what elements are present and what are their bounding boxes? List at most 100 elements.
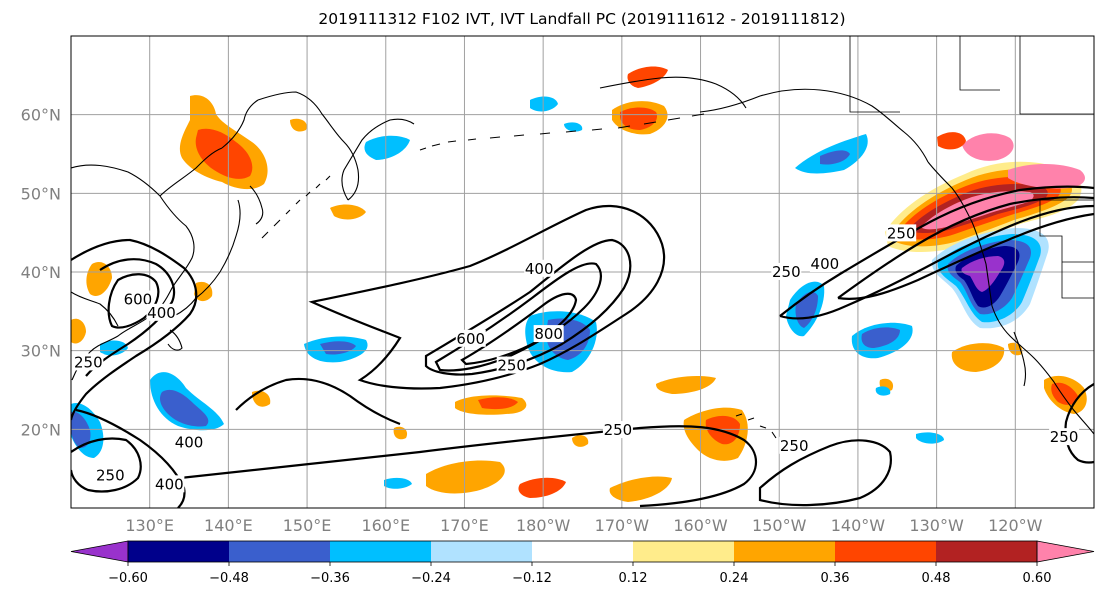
ivt-contour-400 bbox=[424, 238, 632, 376]
lon-tick-label: 160°W bbox=[673, 516, 728, 535]
contour-label-text: 600 bbox=[456, 330, 485, 348]
ivt-contour-800 bbox=[460, 292, 578, 366]
pc-negative-region bbox=[961, 256, 1005, 292]
lat-tick-label: 50°N bbox=[21, 184, 61, 203]
contour-label: 250 bbox=[779, 436, 810, 455]
pc-negative-region bbox=[71, 411, 91, 448]
ivt-contour-250 bbox=[71, 437, 142, 493]
colorbar-extend-high bbox=[1036, 540, 1095, 563]
coastline-asia bbox=[159, 147, 223, 197]
coastline-asia bbox=[71, 291, 119, 327]
colorbar-tick-label: −0.36 bbox=[310, 571, 350, 586]
coastline-hawaii bbox=[735, 413, 777, 439]
coastline-kamchatka bbox=[257, 91, 360, 201]
contour-label-text: 250 bbox=[96, 467, 125, 485]
coastline-kurils bbox=[261, 175, 331, 239]
colorbar-tick-label: 0.12 bbox=[619, 571, 648, 586]
ivt-contour-250 bbox=[71, 238, 198, 421]
ivt-contour-600 bbox=[107, 273, 160, 329]
lon-tick-label: 170°W bbox=[595, 516, 650, 535]
colorbar-tick-label: 0.36 bbox=[821, 571, 850, 586]
pc-positive-region bbox=[962, 133, 1014, 161]
contour-label-backing bbox=[524, 259, 555, 277]
lon-tick-label: 150°E bbox=[283, 516, 332, 535]
pc-negative-region bbox=[320, 341, 356, 355]
border-line bbox=[849, 36, 900, 113]
lon-tick-label: 130°W bbox=[909, 516, 964, 535]
contour-label: 250 bbox=[73, 353, 104, 371]
colorbar-segment bbox=[431, 541, 533, 562]
contour-label-text: 250 bbox=[780, 437, 809, 455]
contour-label: 600 bbox=[122, 290, 153, 308]
lon-tick-label: 170°E bbox=[440, 516, 489, 535]
contour-label-backing bbox=[809, 255, 840, 273]
contour-label-text: 250 bbox=[772, 263, 801, 281]
contour-label: 600 bbox=[455, 329, 486, 348]
colorbar-segment bbox=[330, 541, 432, 562]
contour-label-backing bbox=[154, 475, 185, 493]
coastline-alaska bbox=[599, 76, 747, 109]
lat-tick-label: 30°N bbox=[21, 342, 61, 361]
colorbar-segment bbox=[835, 541, 937, 562]
contour-label: 800 bbox=[533, 325, 564, 343]
coastline-japan bbox=[173, 199, 241, 317]
colorbar-tick-label: 0.48 bbox=[922, 571, 951, 586]
map-frame bbox=[70, 35, 1095, 509]
pc-positive-region bbox=[1008, 164, 1085, 189]
contour-label: 250 bbox=[1049, 428, 1080, 446]
ivt-contour-400 bbox=[85, 258, 176, 377]
pc-negative-region bbox=[861, 327, 900, 348]
contour-label: 250 bbox=[496, 356, 527, 375]
contour-label: 400 bbox=[524, 259, 555, 278]
pc-negative-region bbox=[530, 96, 558, 112]
lon-tick-label: 140°W bbox=[831, 516, 886, 535]
colorbar-tick-label: −0.24 bbox=[411, 571, 451, 586]
contour-label-backing bbox=[174, 433, 205, 451]
coastline-na bbox=[1013, 331, 1027, 387]
contour-label-backing bbox=[73, 353, 104, 371]
pc-positive-region bbox=[290, 118, 307, 132]
pc-positive-region bbox=[393, 426, 408, 440]
lon-tick-label: 160°E bbox=[361, 516, 410, 535]
contour-label-text: 250 bbox=[1050, 428, 1079, 446]
pc-negative-region bbox=[564, 122, 583, 132]
colorbar: −0.60 −0.48 −0.36 −0.24 −0.12 0.12 0.24 0.36 0.4… bbox=[70, 540, 1095, 586]
coastline-aleutians bbox=[419, 113, 705, 151]
ivt-contour-400 bbox=[837, 212, 1094, 300]
ivt-contours bbox=[71, 185, 1094, 508]
contour-label-text: 400 bbox=[525, 260, 554, 278]
lat-tick-label: 20°N bbox=[21, 420, 61, 439]
pc-positive-region bbox=[572, 435, 589, 447]
pc-positive-region bbox=[620, 107, 658, 130]
contour-label-text: 250 bbox=[887, 224, 916, 242]
contour-label-text: 400 bbox=[147, 304, 176, 322]
lon-tick-label: 180°W bbox=[516, 516, 571, 535]
coastline-japan bbox=[249, 185, 264, 225]
contour-label-backing bbox=[455, 329, 486, 347]
coastline-alaska bbox=[699, 88, 929, 163]
pc-positive-region bbox=[195, 128, 253, 179]
border-line bbox=[1039, 200, 1094, 299]
coastline-asia bbox=[71, 164, 195, 381]
contour-label-backing bbox=[122, 290, 153, 308]
lat-tick-label: 40°N bbox=[21, 263, 61, 282]
ivt-contour-400 bbox=[75, 408, 186, 508]
contour-label-text: 400 bbox=[175, 434, 204, 452]
colorbar-tick-label: −0.60 bbox=[108, 571, 148, 586]
contour-label-backing bbox=[771, 262, 802, 280]
pc-positive-region bbox=[71, 318, 86, 344]
lon-tick-label: 150°W bbox=[752, 516, 807, 535]
contour-label-text: 250 bbox=[497, 357, 526, 375]
pc-negative-region bbox=[820, 150, 850, 165]
figure-title: 2019111312 F102 IVT, IVT Landfall PC (20… bbox=[318, 10, 845, 28]
contour-label: 400 bbox=[146, 303, 177, 322]
contour-label: 250 bbox=[95, 466, 126, 485]
pc-negative-region bbox=[364, 135, 410, 160]
contour-label: 400 bbox=[809, 255, 840, 273]
border-line bbox=[1019, 36, 1094, 115]
contour-label-backing bbox=[496, 356, 527, 374]
colorbar-segment bbox=[128, 541, 230, 562]
contour-label: 400 bbox=[174, 433, 205, 452]
